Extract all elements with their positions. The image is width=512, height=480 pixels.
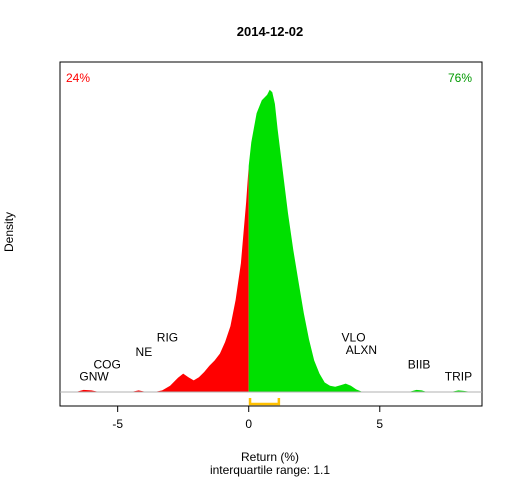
ticker-annotation: ALXN	[346, 343, 377, 357]
x-tick-label: 5	[376, 417, 383, 431]
ticker-annotation: BIIB	[408, 357, 431, 371]
x-axis-label: Return (%)	[241, 450, 299, 464]
chart-title: 2014-12-02	[237, 24, 304, 39]
ticker-annotation: COG	[94, 357, 121, 371]
iqr-bracket	[248, 398, 281, 406]
left-share-label: 24%	[66, 71, 90, 85]
ticker-annotation: TRIP	[445, 369, 472, 383]
ticker-annotation: NE	[136, 345, 153, 359]
ticker-annotation: GNW	[79, 369, 109, 383]
x-tick-label: 0	[245, 417, 252, 431]
ticker-annotation: VLO	[342, 331, 366, 345]
iqr-subtitle: interquartile range: 1.1	[210, 463, 330, 477]
right-share-label: 76%	[448, 71, 472, 85]
x-tick-label: -5	[112, 417, 123, 431]
y-axis-label: Density	[2, 212, 16, 252]
negative-density-area	[75, 165, 249, 392]
plot-frame	[59, 61, 483, 407]
ticker-annotation: RIG	[157, 331, 178, 345]
positive-density-area	[248, 89, 472, 392]
